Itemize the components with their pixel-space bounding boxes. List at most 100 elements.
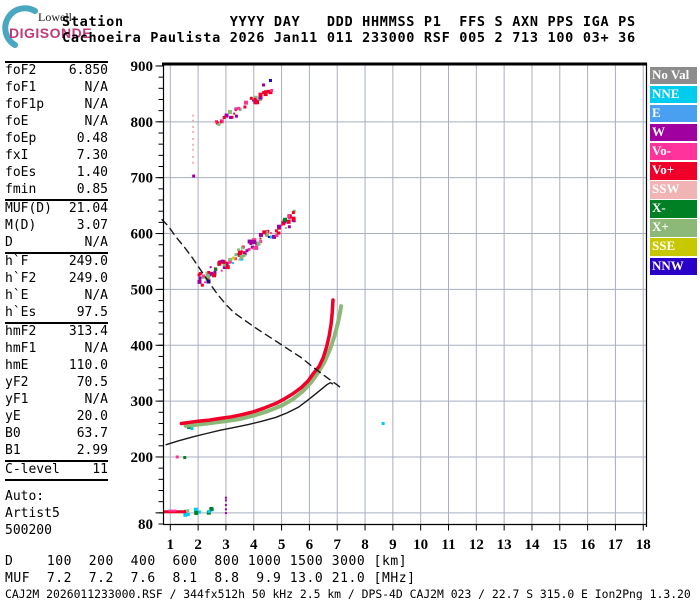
legend-item: SSW (650, 181, 697, 199)
plot-frame (162, 62, 648, 527)
logo-arc-icon (2, 5, 38, 48)
param-value: 6.850 (68, 63, 108, 78)
param-value: 0.48 (76, 131, 108, 146)
x-axis-tick-label: 4 (250, 537, 258, 553)
grid (163, 63, 647, 524)
param-row: MUF(D) 21.04 (5, 201, 108, 218)
legend-label: SSW (652, 181, 680, 197)
param-label: M(D) (5, 218, 37, 233)
legend-item: SSE (650, 238, 697, 256)
legend-item: No Val (650, 67, 697, 85)
series-line (179, 298, 335, 426)
param-value: 3.07 (76, 218, 108, 233)
param-label: C-level (5, 462, 60, 477)
legend-label: SSE (652, 238, 676, 254)
param-label: foF2 (5, 63, 37, 78)
param-value: 11 (92, 462, 108, 477)
logo-digisonde: DIGISONDE (9, 25, 92, 41)
param-value: 249.0 (68, 271, 108, 286)
param-value: 63.7 (76, 426, 108, 441)
param-row: C-level 11 (5, 462, 108, 479)
param-label: B0 (5, 426, 21, 441)
y-axis-tick-label: 800 (131, 115, 154, 131)
distance-row: D 100 200 400 600 800 1000 1500 3000 [km… (5, 554, 408, 569)
param-label: D (5, 235, 13, 250)
param-row: foEp 0.48 (5, 131, 108, 148)
param-value: N/A (84, 392, 108, 407)
param-row: foE N/A (5, 114, 108, 131)
param-label: fmin (5, 182, 37, 197)
x-axis-tick-label: 10 (413, 537, 428, 553)
param-value: 1.40 (76, 165, 108, 180)
axis-ticks (155, 65, 644, 531)
y-axis-tick-label: 700 (131, 171, 154, 187)
param-row: h`F 249.0 (5, 254, 108, 271)
param-row: h`Es 97.5 (5, 305, 108, 322)
param-value: 2.99 (76, 443, 108, 458)
legend-item: X+ (650, 219, 697, 237)
legend-label: NNW (652, 257, 684, 273)
x-axis-tick-label: 8 (361, 537, 369, 553)
x-axis-tick-label: 3 (222, 537, 230, 553)
x-axis-tick-label: 6 (306, 537, 314, 553)
series-line (165, 382, 334, 446)
param-label: yE (5, 409, 21, 424)
param-label: foEs (5, 165, 37, 180)
param-row: fmin 0.85 (5, 182, 108, 199)
param-value: N/A (84, 235, 108, 250)
header-values-row: Cachoeira Paulista 2026 Jan11 011 233000… (62, 29, 636, 46)
y-axis-tick-label: 500 (131, 282, 154, 298)
x-axis-tick-label: 7 (333, 537, 341, 553)
param-group: hmF2 313.4 hmF1 N/A hmE 110.0 yF2 70.5 yF1 N/A yE 2… (5, 324, 108, 462)
param-row: foF1 N/A (5, 80, 108, 97)
param-label: h`E (5, 288, 29, 303)
param-row: yE 20.0 (5, 409, 108, 426)
param-label: yF2 (5, 375, 29, 390)
param-label: foE (5, 114, 29, 129)
param-label: h`F (5, 254, 29, 269)
x-axis-tick-label: 1 (167, 537, 175, 553)
y-axis-tick-label: 400 (131, 338, 154, 354)
param-row: hmF2 313.4 (5, 324, 108, 341)
param-row: hmF1 N/A (5, 341, 108, 358)
param-value: 0.85 (76, 182, 108, 197)
param-label: yF1 (5, 392, 29, 407)
legend-label: Vo- (652, 143, 672, 159)
legend-item: NNE (650, 86, 697, 104)
param-row: h`F2 249.0 (5, 271, 108, 288)
header-fields-row: Station YYYY DAY DDD HHMMSS P1 FFS S AXN… (62, 14, 636, 30)
x-axis-tick-label: 2 (194, 537, 202, 553)
trace-lines (161, 218, 344, 514)
param-group: h`F 249.0 h`F2 249.0 h`E N/A h`Es 97.5 (5, 254, 108, 324)
autoscaling-info-line: Artist5 (5, 506, 60, 521)
x-axis-tick-label: 13 (497, 537, 512, 553)
parameter-panel: foF2 6.850 foF1 N/A foF1p N/A foE N/A foEp 0.48 fx… (5, 61, 108, 540)
param-label: hmE (5, 358, 29, 373)
legend-label: X+ (652, 219, 669, 235)
status-bar: CAJ2M_2026011233000.RSF / 344fx512h 50 k… (5, 587, 691, 600)
legend-label: W (652, 124, 665, 140)
param-group: foF2 6.850 foF1 N/A foF1p N/A foE N/A foEp 0.48 fx… (5, 63, 108, 201)
param-value: 249.0 (68, 254, 108, 269)
legend-label: X- (652, 200, 666, 216)
legend-label: E (652, 105, 661, 121)
autoscaling-info: Auto: Artist5 500200 (5, 489, 108, 540)
x-axis-tick-label: 11 (441, 537, 455, 553)
legend-item: NNW (650, 257, 697, 275)
x-axis-tick-label: 15 (552, 537, 567, 553)
param-value: N/A (84, 114, 108, 129)
param-value: N/A (84, 288, 108, 303)
param-label: h`F2 (5, 271, 37, 286)
digisonde-logo: Lowell DIGISONDE (2, 5, 92, 48)
x-axis-tick-label: 16 (580, 537, 596, 553)
param-value: 97.5 (76, 305, 108, 320)
param-row: B1 2.99 (5, 443, 108, 460)
logo-lowell: Lowell (38, 10, 73, 24)
param-label: h`Es (5, 305, 37, 320)
param-row: foF1p N/A (5, 97, 108, 114)
legend-label: No Val (652, 67, 690, 82)
param-value: N/A (84, 80, 108, 95)
param-row: yF2 70.5 (5, 375, 108, 392)
